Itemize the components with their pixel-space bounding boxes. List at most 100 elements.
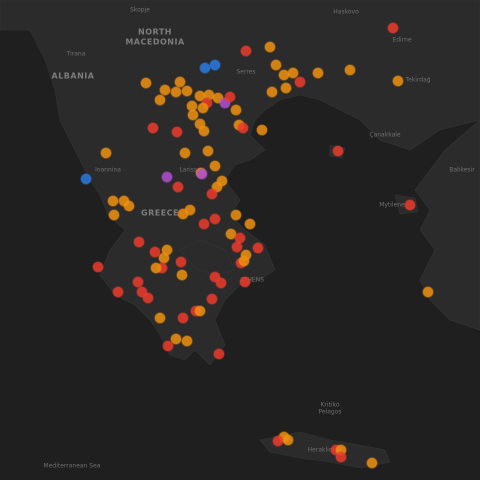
station-marker[interactable] <box>282 434 294 446</box>
station-marker[interactable] <box>213 348 225 360</box>
station-marker[interactable] <box>256 124 268 136</box>
country-label: GREECE <box>141 209 179 218</box>
station-marker[interactable] <box>133 236 145 248</box>
station-marker[interactable] <box>147 122 159 134</box>
city-label: Mytilene <box>379 202 405 209</box>
station-marker[interactable] <box>225 228 237 240</box>
station-marker[interactable] <box>287 67 299 79</box>
station-marker[interactable] <box>422 286 434 298</box>
station-marker[interactable] <box>244 218 256 230</box>
mainland <box>0 0 480 366</box>
station-marker[interactable] <box>162 340 174 352</box>
station-marker[interactable] <box>170 86 182 98</box>
station-marker[interactable] <box>264 41 276 53</box>
station-marker[interactable] <box>154 312 166 324</box>
country-label: NORTH <box>138 28 172 37</box>
station-marker[interactable] <box>238 255 250 267</box>
station-marker[interactable] <box>140 77 152 89</box>
station-marker[interactable] <box>231 241 243 253</box>
station-marker[interactable] <box>184 204 196 216</box>
station-marker[interactable] <box>266 86 278 98</box>
station-marker[interactable] <box>198 125 210 137</box>
station-marker[interactable] <box>174 76 186 88</box>
station-marker[interactable] <box>92 261 104 273</box>
station-marker[interactable] <box>202 145 214 157</box>
city-label: Tekirdağ <box>404 77 430 84</box>
station-marker[interactable] <box>175 256 187 268</box>
country-label: ALBANIA <box>52 72 95 81</box>
anatolia <box>414 119 480 331</box>
station-marker[interactable] <box>312 67 324 79</box>
station-marker[interactable] <box>387 22 399 34</box>
station-marker[interactable] <box>272 435 284 447</box>
sea-label: Kritiko <box>320 402 339 409</box>
station-marker[interactable] <box>172 181 184 193</box>
station-marker[interactable] <box>158 252 170 264</box>
station-marker[interactable] <box>161 171 173 183</box>
station-marker[interactable] <box>181 335 193 347</box>
station-marker[interactable] <box>199 62 211 74</box>
station-marker[interactable] <box>332 145 344 157</box>
station-marker[interactable] <box>211 181 223 193</box>
station-marker[interactable] <box>170 333 182 345</box>
station-marker[interactable] <box>196 168 208 180</box>
station-marker[interactable] <box>209 160 221 172</box>
station-marker[interactable] <box>392 75 404 87</box>
station-marker[interactable] <box>159 84 171 96</box>
station-marker[interactable] <box>280 82 292 94</box>
station-marker[interactable] <box>198 218 210 230</box>
evia-peninsula <box>179 239 236 276</box>
station-marker[interactable] <box>366 457 378 469</box>
station-marker[interactable] <box>197 102 209 114</box>
station-marker[interactable] <box>107 195 119 207</box>
station-marker[interactable] <box>154 94 166 106</box>
city-label: Balıkesir <box>449 167 475 174</box>
station-marker[interactable] <box>177 312 189 324</box>
station-marker[interactable] <box>108 209 120 221</box>
station-marker[interactable] <box>335 451 347 463</box>
station-marker[interactable] <box>215 277 227 289</box>
station-marker[interactable] <box>179 147 191 159</box>
station-marker[interactable] <box>230 104 242 116</box>
city-label: Larissa <box>179 167 200 174</box>
station-marker[interactable] <box>239 276 251 288</box>
station-marker[interactable] <box>80 173 92 185</box>
station-marker[interactable] <box>150 262 162 274</box>
station-marker[interactable] <box>132 276 144 288</box>
station-marker[interactable] <box>171 126 183 138</box>
station-marker[interactable] <box>206 188 218 200</box>
station-marker[interactable] <box>270 59 282 71</box>
station-marker[interactable] <box>237 122 249 134</box>
station-marker[interactable] <box>194 305 206 317</box>
city-label: ATHENS <box>240 277 264 284</box>
station-marker[interactable] <box>344 64 356 76</box>
station-marker[interactable] <box>176 269 188 281</box>
station-marker[interactable] <box>142 292 154 304</box>
station-marker[interactable] <box>224 91 236 103</box>
city-label: Çanakkale <box>369 132 401 139</box>
station-marker[interactable] <box>404 199 416 211</box>
station-marker[interactable] <box>123 200 135 212</box>
station-marker[interactable] <box>294 76 306 88</box>
sea-label: Mediterranean Sea <box>44 463 101 470</box>
city-label: Haskovo <box>333 9 359 16</box>
station-marker[interactable] <box>187 109 199 121</box>
station-marker[interactable] <box>112 286 124 298</box>
station-marker[interactable] <box>240 45 252 57</box>
station-marker[interactable] <box>212 92 224 104</box>
station-marker[interactable] <box>100 147 112 159</box>
station-marker[interactable] <box>252 242 264 254</box>
station-marker[interactable] <box>206 293 218 305</box>
markers <box>80 22 434 469</box>
sea-label: Pelagos <box>318 409 341 416</box>
station-marker[interactable] <box>209 59 221 71</box>
city-label: Serres <box>236 69 255 76</box>
station-marker[interactable] <box>230 209 242 221</box>
country-label: MACEDONIA <box>125 38 185 47</box>
station-marker[interactable] <box>149 246 161 258</box>
station-marker[interactable] <box>209 213 221 225</box>
station-marker[interactable] <box>181 85 193 97</box>
city-label: Tirana <box>66 51 86 58</box>
city-label: Skopje <box>130 7 150 14</box>
